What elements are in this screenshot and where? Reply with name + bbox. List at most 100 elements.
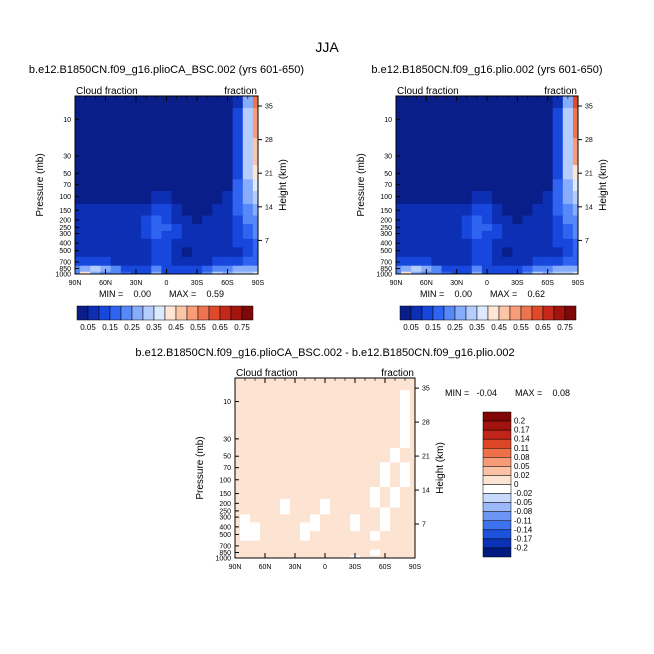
heatmap-cell bbox=[572, 215, 579, 225]
heatmap-cell bbox=[396, 164, 402, 180]
colorbar-label: 0.05 bbox=[80, 323, 96, 332]
heatmap-cell bbox=[461, 107, 473, 139]
heatmap-cell bbox=[300, 447, 311, 463]
heatmap-cell bbox=[240, 447, 251, 463]
heatmap-cell bbox=[290, 473, 301, 487]
page-title: JJA bbox=[315, 39, 339, 55]
heatmap-cell bbox=[461, 256, 473, 266]
heatmap-cell bbox=[481, 96, 493, 108]
heatmap-cell bbox=[212, 265, 223, 272]
colorbar-swatch bbox=[109, 305, 122, 321]
colorbar-label: 0.55 bbox=[513, 323, 529, 332]
colorbar-label: 0.05 bbox=[403, 323, 419, 332]
heatmap-cell bbox=[410, 378, 416, 391]
heatmap-cell bbox=[411, 96, 422, 108]
y-tick-label: 500 bbox=[380, 248, 392, 255]
y-right-axis-label: Height (km) bbox=[278, 159, 289, 211]
heatmap-cell bbox=[492, 247, 503, 257]
y-tick-label: 200 bbox=[219, 501, 231, 508]
heatmap-cell bbox=[451, 247, 463, 257]
heatmap-cell bbox=[431, 238, 442, 248]
colorbar-swatch bbox=[197, 305, 210, 321]
heatmap-cell bbox=[242, 247, 254, 257]
heatmap-cell bbox=[400, 389, 411, 421]
x-tick-label: 30S bbox=[191, 280, 204, 287]
heatmap-cell bbox=[240, 555, 251, 559]
heatmap-cell bbox=[130, 179, 142, 191]
chart-title: b.e12.B1850CN.f09_g16.plioCA_BSC.002 (yr… bbox=[29, 64, 304, 76]
heatmap-cell bbox=[212, 137, 223, 166]
heatmap-cell bbox=[481, 190, 493, 204]
heatmap-cell bbox=[552, 164, 564, 180]
y-tick-label: 10 bbox=[223, 399, 231, 406]
y-right-axis-label: Height (km) bbox=[598, 159, 609, 211]
heatmap-cell bbox=[212, 107, 223, 139]
heatmap-cell bbox=[401, 230, 412, 239]
y-tick-label: 850 bbox=[380, 266, 392, 273]
heatmap-cell bbox=[232, 107, 244, 139]
heatmap-cell bbox=[212, 230, 223, 239]
heatmap-cell bbox=[492, 203, 503, 216]
heatmap-cell bbox=[260, 378, 271, 391]
heatmap-cell bbox=[380, 549, 391, 556]
heatmap-cell bbox=[502, 179, 513, 191]
heatmap-cell bbox=[202, 271, 213, 275]
x-tick-label: 0 bbox=[323, 564, 327, 571]
heatmap-cell bbox=[110, 247, 122, 257]
heatmap-cell bbox=[401, 265, 412, 272]
y-tick-label: 30 bbox=[384, 154, 392, 161]
heatmap-cell bbox=[300, 498, 311, 508]
min-value: 0.00 bbox=[133, 289, 151, 299]
heatmap-cell bbox=[330, 522, 341, 532]
heatmap-cell bbox=[370, 420, 381, 448]
heatmap-cell bbox=[181, 164, 193, 180]
heatmap-cell bbox=[370, 522, 381, 532]
colorbar-swatch bbox=[564, 305, 577, 321]
colorbar-label: 0.08 bbox=[514, 453, 530, 462]
heatmap-cell bbox=[431, 107, 442, 139]
heatmap-cell bbox=[240, 461, 251, 475]
heatmap-cell bbox=[350, 507, 361, 515]
heatmap-cell bbox=[290, 498, 301, 508]
chart-panel-3: b.e12.B1850CN.f09_g16.plioCA_BSC.002 - b… bbox=[135, 347, 570, 571]
min-value: 0.00 bbox=[454, 289, 472, 299]
heatmap-cell bbox=[252, 230, 259, 239]
heatmap-cell bbox=[90, 203, 101, 216]
heatmap-cell bbox=[232, 190, 244, 204]
heatmap-cell bbox=[141, 271, 152, 275]
heatmap-cell bbox=[532, 247, 543, 257]
heatmap-cell bbox=[502, 223, 513, 231]
heatmap-cell bbox=[161, 230, 172, 239]
heatmap-cell bbox=[130, 107, 142, 139]
y-right-tick-label: 35 bbox=[422, 386, 430, 393]
min-value: -0.04 bbox=[476, 388, 497, 398]
heatmap-cell bbox=[212, 179, 223, 191]
heatmap-cell bbox=[202, 256, 213, 266]
heatmap-cell bbox=[141, 238, 152, 248]
heatmap-cell bbox=[411, 164, 422, 180]
heatmap-cell bbox=[181, 203, 193, 216]
heatmap-cell bbox=[280, 549, 291, 556]
heatmap-cell bbox=[252, 203, 259, 216]
heatmap-cell bbox=[502, 164, 513, 180]
chart-panel-2: b.e12.B1850CN.f09_g16.plio.002 (yrs 601-… bbox=[356, 64, 609, 332]
heatmap-cell bbox=[90, 271, 101, 275]
heatmap-cell bbox=[242, 179, 254, 191]
heatmap-cell bbox=[441, 164, 452, 180]
y-right-tick-label: 28 bbox=[422, 420, 430, 427]
colorbar-label: 0.25 bbox=[124, 323, 140, 332]
heatmap-cell bbox=[552, 265, 564, 272]
colorbar-label: 0.25 bbox=[447, 323, 463, 332]
heatmap-cell bbox=[191, 107, 203, 139]
heatmap-cell bbox=[242, 203, 254, 216]
heatmap-cell bbox=[191, 265, 203, 272]
chart-panel-1: b.e12.B1850CN.f09_g16.plioCA_BSC.002 (yr… bbox=[29, 64, 304, 332]
heatmap-cell bbox=[492, 230, 503, 239]
heatmap-cell bbox=[191, 238, 203, 248]
colorbar-swatch bbox=[482, 493, 512, 503]
heatmap-cell bbox=[441, 137, 452, 166]
x-tick-label: 0 bbox=[485, 280, 489, 287]
heatmap-cell bbox=[451, 107, 463, 139]
heatmap-cell bbox=[300, 461, 311, 475]
heatmap-cell bbox=[410, 522, 416, 532]
